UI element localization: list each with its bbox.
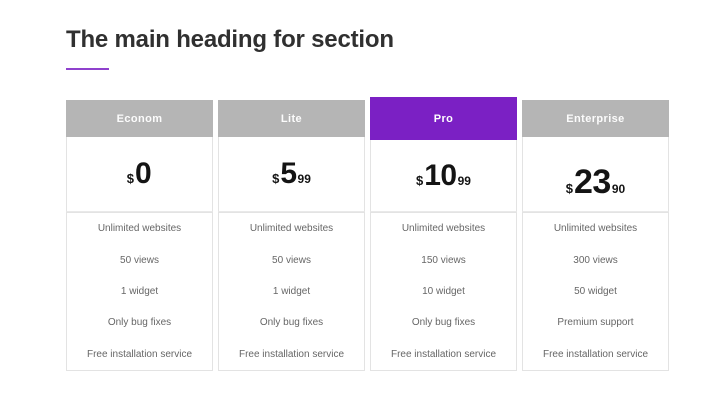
feature-item: 150 views <box>421 254 466 266</box>
plan-header-lite[interactable]: Lite <box>218 100 365 137</box>
feature-item: 50 widget <box>574 286 617 298</box>
plan-header-pro[interactable]: Pro <box>370 97 517 140</box>
price: $ 5 99 <box>272 157 311 191</box>
feature-item: 10 widget <box>422 286 465 298</box>
feature-item: Unlimited websites <box>249 223 334 235</box>
feature-item: Only bug fixes <box>411 317 476 329</box>
price-currency: $ <box>416 172 424 188</box>
price-currency: $ <box>126 171 135 186</box>
feature-item: 50 views <box>120 254 159 266</box>
price: $ 10 99 <box>416 159 471 193</box>
price-currency: $ <box>565 181 574 196</box>
section-header: The main heading for section <box>66 26 394 70</box>
price: $ 0 <box>127 157 152 191</box>
plan-price-enterprise: $ 23 90 <box>522 137 669 212</box>
feature-item: 1 widget <box>272 286 311 298</box>
feature-item: Unlimited websites <box>97 223 182 235</box>
feature-item: Unlimited websites <box>553 223 638 235</box>
price: $ 23 90 <box>566 163 625 202</box>
plan-features-lite: Unlimited websites 50 views 1 widget Onl… <box>218 212 365 371</box>
feature-item: Only bug fixes <box>259 317 324 329</box>
feature-item: 1 widget <box>120 286 159 298</box>
plan-price-lite: $ 5 99 <box>218 137 365 212</box>
feature-item: Only bug fixes <box>107 317 172 329</box>
price-cents: 90 <box>611 182 626 196</box>
plan-column-enterprise: Enterprise $ 23 90 Unlimited websites 30… <box>522 100 669 371</box>
price-amount: 5 <box>280 157 297 190</box>
price-amount: 23 <box>574 163 611 201</box>
plan-header-econom[interactable]: Econom <box>66 100 213 137</box>
plan-column-econom: Econom $ 0 Unlimited websites 50 views 1… <box>66 100 213 371</box>
plan-price-econom: $ 0 <box>66 137 213 212</box>
plan-features-pro: Unlimited websites 150 views 10 widget O… <box>370 212 517 371</box>
price-cents: 99 <box>457 173 471 188</box>
price-amount: 10 <box>424 158 457 192</box>
page-title: The main heading for section <box>66 26 394 53</box>
price-cents: 99 <box>297 172 311 186</box>
feature-item: Premium support <box>557 317 634 329</box>
price-currency: $ <box>272 171 280 186</box>
feature-item: Unlimited websites <box>401 223 486 235</box>
heading-underline <box>66 67 109 70</box>
feature-item: Free installation service <box>86 348 193 360</box>
plan-column-lite: Lite $ 5 99 Unlimited websites 50 views … <box>218 100 365 371</box>
plan-features-enterprise: Unlimited websites 300 views 50 widget P… <box>522 212 669 371</box>
feature-item: 300 views <box>573 254 618 266</box>
feature-item: 50 views <box>272 254 311 266</box>
price-amount: 0 <box>135 157 152 190</box>
plan-column-pro: Pro $ 10 99 Unlimited websites 150 views… <box>370 97 517 371</box>
plan-features-econom: Unlimited websites 50 views 1 widget Onl… <box>66 212 213 371</box>
pricing-table: Econom $ 0 Unlimited websites 50 views 1… <box>66 97 669 371</box>
feature-item: Free installation service <box>238 348 345 360</box>
feature-item: Free installation service <box>390 348 497 360</box>
feature-item: Free installation service <box>542 348 649 360</box>
plan-header-enterprise[interactable]: Enterprise <box>522 100 669 137</box>
plan-price-pro: $ 10 99 <box>370 140 517 212</box>
